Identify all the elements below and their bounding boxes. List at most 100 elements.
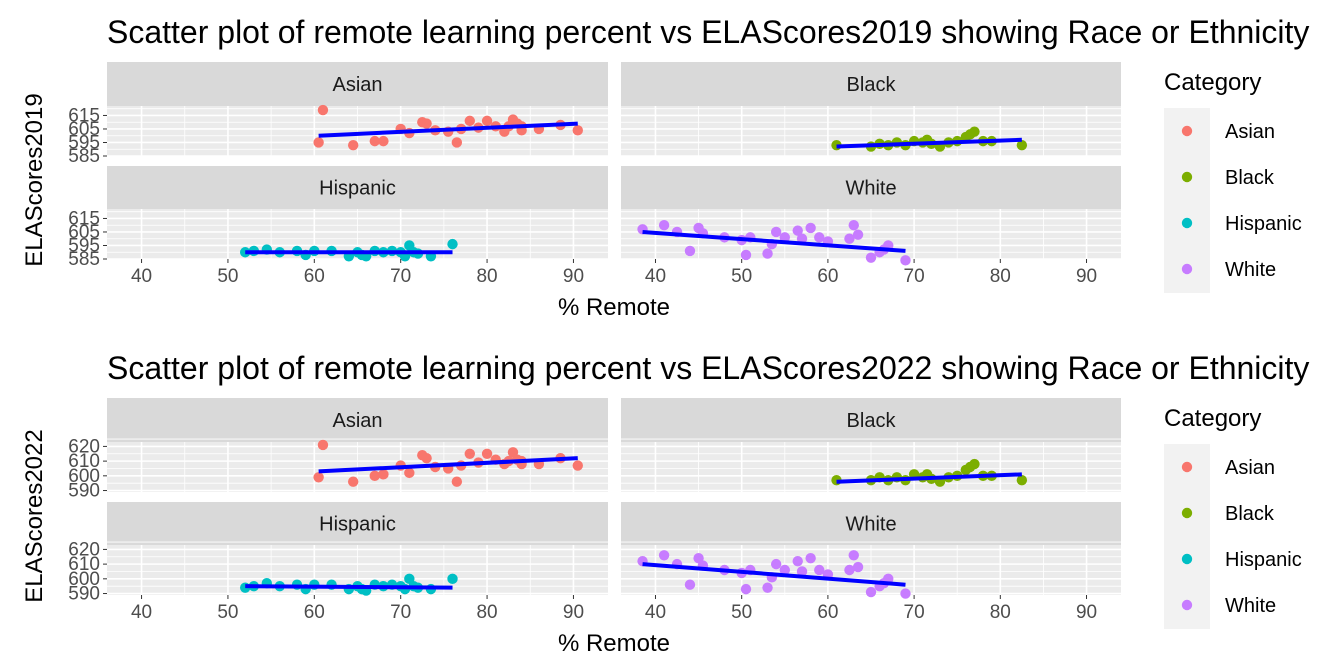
data-point [481,115,493,127]
data-point [464,115,475,127]
data-point [814,564,825,576]
data-point [762,248,773,259]
data-point [369,470,380,482]
data-point [779,232,790,243]
y-tick-label: 615 [68,105,100,126]
legend-item-hispanic: Hispanic [1181,549,1302,571]
legend-key [1181,217,1193,229]
facet-strip-label: Hispanic [319,514,396,536]
legend-item-asian: Asian [1181,457,1275,479]
y-tick-label: 605 [68,119,100,140]
facet-strip-label: White [845,178,896,200]
data-point [317,439,329,451]
data-point [313,137,324,148]
y-tick-label: 590 [68,584,100,605]
facet-black: Black [621,62,1121,157]
data-point [740,249,752,261]
y-tick-label: 620 [68,436,100,457]
data-point [421,452,432,464]
legend-key-background [1164,108,1210,293]
data-point [347,476,359,487]
facet-white: White 40 50 60 70 80 90 [621,502,1121,623]
x-tick-label: 50 [217,266,238,287]
legend: Category Asian Black Hispanic White [1164,405,1302,629]
trend-line [318,456,578,474]
data-point [848,550,859,561]
legend-item-white: White [1181,259,1276,281]
trend-line [836,137,1022,149]
data-point [740,583,752,595]
data-point [317,104,329,116]
x-tick-label: 60 [304,266,325,287]
x-tick-label: 60 [817,266,838,287]
legend-item-hispanic: Hispanic [1181,213,1302,235]
plot-2022: Scatter plot of remote learning percent … [21,350,1309,657]
data-point [572,125,583,136]
legend-key [1181,171,1193,183]
data-point [447,573,458,585]
x-tick-label: 80 [990,602,1011,623]
legend-item-white: White [1181,595,1276,617]
legend-label: Asian [1225,121,1275,143]
data-point [451,476,463,487]
data-point [779,564,790,576]
legend-label: White [1225,259,1276,281]
facet-white: White 40 50 60 70 80 90 [621,166,1121,287]
facet-strip-label: Black [847,74,897,96]
x-axis-title: % Remote [558,630,670,657]
plot-title: Scatter plot of remote learning percent … [107,350,1309,386]
x-tick-label: 90 [563,602,584,623]
data-point [770,558,782,570]
facet-strip [107,502,608,545]
facet-strip-label: White [845,514,896,536]
y-tick-label: 615 [68,208,100,229]
data-point [658,550,670,561]
x-tick-label: 70 [904,266,925,287]
facet-black: Black [621,398,1121,492]
data-point [347,139,359,151]
data-point [865,252,877,263]
facet-strip [107,62,608,106]
trend-line [836,472,1022,484]
x-tick-label: 70 [904,602,925,623]
x-tick-label: 80 [476,602,497,623]
legend-title: Category [1164,69,1261,96]
data-point [844,233,855,244]
data-point [805,553,816,564]
facet-strip [621,62,1121,106]
data-point [572,460,583,471]
legend-label: White [1225,595,1276,617]
data-point [852,229,864,240]
x-tick-label: 40 [131,602,152,623]
legend-label: Hispanic [1225,549,1302,571]
facet-strip-label: Black [847,410,897,432]
facet-panels: Asian590600610620BlackHispanic5906006106… [68,398,1121,623]
data-point [378,469,389,480]
facet-strip [621,502,1121,545]
legend-item-black: Black [1181,167,1275,189]
y-tick-label: 620 [68,539,100,560]
data-point [684,579,696,590]
y-tick-label: 595 [68,132,100,153]
data-point [969,126,980,137]
y-tick-label: 585 [68,146,100,167]
legend: Category Asian Black Hispanic White [1164,69,1302,293]
legend-label: Black [1225,503,1275,525]
legend-key [1181,507,1193,519]
legend-label: Hispanic [1225,213,1302,235]
x-tick-label: 50 [217,602,238,623]
data-point [378,135,389,147]
x-tick-label: 50 [731,602,752,623]
x-tick-label: 90 [563,266,584,287]
legend-item-asian: Asian [1181,121,1275,143]
data-point [852,561,864,573]
legend-label: Black [1225,167,1275,189]
data-point [865,586,877,598]
trend-line [318,121,578,138]
x-tick-label: 90 [1076,602,1097,623]
y-tick-label: 605 [68,222,100,243]
